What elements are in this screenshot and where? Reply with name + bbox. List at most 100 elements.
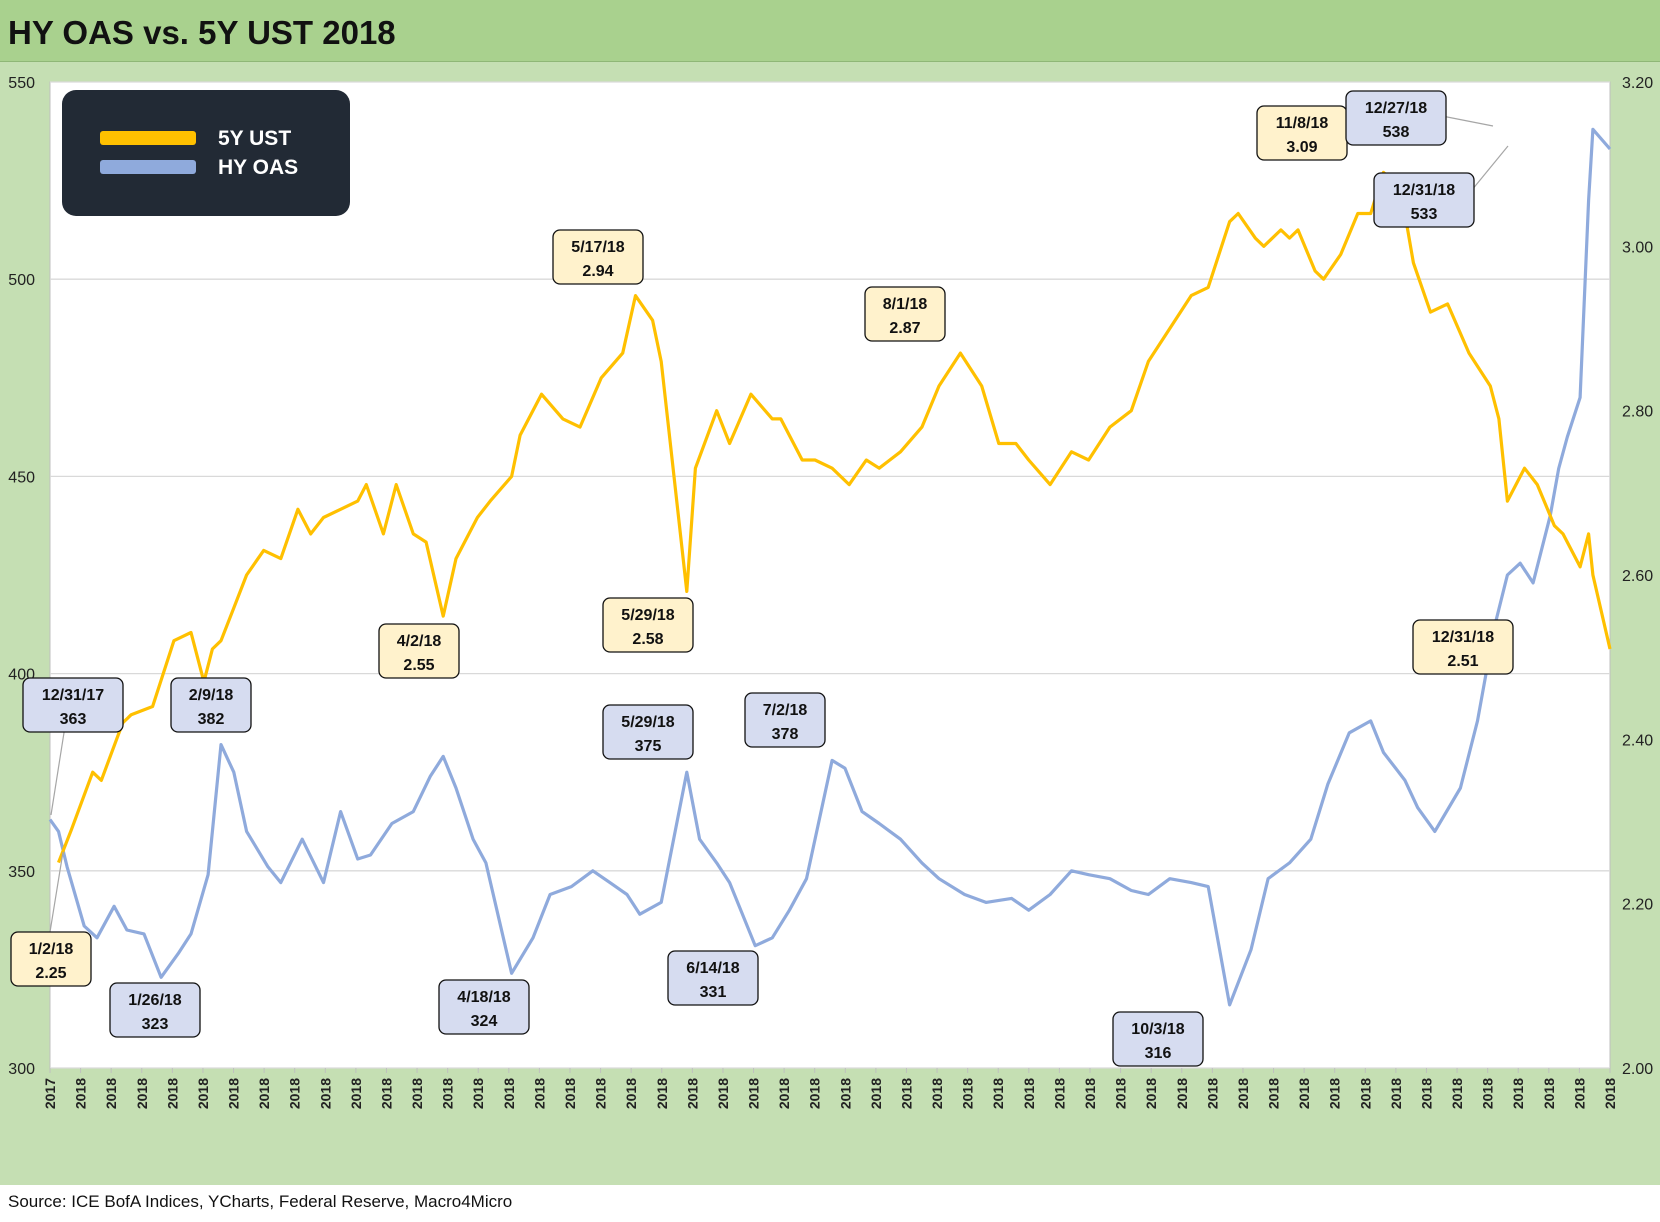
x-tick-label: 2018 xyxy=(623,1078,639,1109)
x-tick-label: 2018 xyxy=(348,1078,364,1109)
x-tick-label: 2018 xyxy=(256,1078,272,1109)
x-tick-label: 2018 xyxy=(501,1078,517,1109)
annotation-date: 7/2/18 xyxy=(763,702,808,719)
x-tick-label: 2018 xyxy=(929,1078,945,1109)
x-tick-label: 2018 xyxy=(562,1078,578,1109)
x-tick-label: 2018 xyxy=(654,1078,670,1109)
y-right-tick-label: 3.00 xyxy=(1622,239,1653,256)
annotation-value: 2.87 xyxy=(889,320,920,337)
annotation-date: 4/18/18 xyxy=(457,989,510,1006)
x-tick-label: 2018 xyxy=(1082,1078,1098,1109)
annotation-value: 533 xyxy=(1411,206,1438,223)
x-tick-label: 2018 xyxy=(715,1078,731,1109)
annotation-date: 10/3/18 xyxy=(1131,1021,1184,1038)
annotation-value: 316 xyxy=(1145,1045,1172,1062)
annotation-hy-oas: 10/3/18 316 xyxy=(1112,1011,1204,1067)
annotation-value: 378 xyxy=(772,726,799,743)
x-tick-label: 2018 xyxy=(807,1078,823,1109)
annotation-5y-ust: 8/1/18 2.87 xyxy=(864,286,946,342)
legend-swatch-hy-oas xyxy=(100,160,196,174)
legend-box xyxy=(62,90,350,216)
annotation-date: 1/26/18 xyxy=(128,992,181,1009)
annotation-date: 1/2/18 xyxy=(29,941,74,958)
x-tick-label: 2018 xyxy=(195,1078,211,1109)
x-tick-label: 2018 xyxy=(684,1078,700,1109)
annotation-date: 11/8/18 xyxy=(1276,115,1329,132)
annotation-hy-oas: 12/31/18 533 xyxy=(1373,172,1475,228)
annotation-date: 2/9/18 xyxy=(189,687,234,704)
x-tick-label: 2018 xyxy=(1174,1078,1190,1109)
annotation-box xyxy=(602,597,694,653)
annotation-box xyxy=(864,286,946,342)
x-tick-label: 2018 xyxy=(868,1078,884,1109)
x-tick-label: 2018 xyxy=(287,1078,303,1109)
y-right-tick-label: 2.00 xyxy=(1622,1061,1653,1078)
x-tick-label: 2018 xyxy=(470,1078,486,1109)
x-tick-label: 2018 xyxy=(593,1078,609,1109)
annotation-5y-ust: 1/2/18 2.25 xyxy=(10,931,92,987)
annotation-date: 12/31/18 xyxy=(1393,182,1455,199)
x-tick-label: 2018 xyxy=(1480,1078,1496,1109)
annotation-box xyxy=(22,677,124,733)
x-tick-label: 2018 xyxy=(776,1078,792,1109)
x-tick-label: 2018 xyxy=(134,1078,150,1109)
x-tick-label: 2017 xyxy=(42,1078,58,1109)
annotation-leader-line xyxy=(49,851,64,933)
annotation-date: 12/31/17 xyxy=(42,687,104,704)
series-line-hy-oas xyxy=(48,127,1612,1007)
annotation-date: 4/2/18 xyxy=(397,633,442,650)
x-tick-label: 2018 xyxy=(103,1078,119,1109)
annotation-value: 323 xyxy=(142,1016,169,1033)
line-chart: 3003504004505005502.002.202.402.602.803.… xyxy=(8,75,1653,1109)
y-right-tick-label: 3.20 xyxy=(1622,75,1653,92)
annotation-box xyxy=(552,229,644,285)
y-left-tick-label: 350 xyxy=(8,864,35,881)
annotation-hy-oas: 2/9/18 382 xyxy=(170,677,252,733)
annotation-date: 5/29/18 xyxy=(621,714,674,731)
x-tick-label: 2018 xyxy=(1051,1078,1067,1109)
annotation-box xyxy=(109,982,201,1038)
x-tick-label: 2018 xyxy=(898,1078,914,1109)
x-tick-label: 2018 xyxy=(1327,1078,1343,1109)
x-tick-label: 2018 xyxy=(1510,1078,1526,1109)
annotation-box xyxy=(378,623,460,679)
plot-area xyxy=(49,81,1611,1069)
x-tick-label: 2018 xyxy=(1449,1078,1465,1109)
x-tick-label: 2018 xyxy=(1357,1078,1373,1109)
y-right-tick-label: 2.40 xyxy=(1622,732,1653,749)
annotation-box xyxy=(1345,90,1447,146)
x-tick-label: 2018 xyxy=(317,1078,333,1109)
annotation-value: 2.58 xyxy=(632,631,663,648)
y-right-tick-label: 2.80 xyxy=(1622,404,1653,421)
x-tick-label: 2018 xyxy=(1235,1078,1251,1109)
x-tick-label: 2018 xyxy=(1602,1078,1618,1109)
x-tick-label: 2018 xyxy=(1541,1078,1557,1109)
y-left-tick-label: 500 xyxy=(8,272,35,289)
annotation-date: 12/31/18 xyxy=(1432,629,1494,646)
x-tick-label: 2018 xyxy=(440,1078,456,1109)
legend-label-5y-ust: 5Y UST xyxy=(218,127,291,150)
x-tick-label: 2018 xyxy=(1296,1078,1312,1109)
annotation-value: 2.25 xyxy=(35,965,66,982)
annotation-date: 6/14/18 xyxy=(686,960,739,977)
annotation-date: 5/29/18 xyxy=(621,607,674,624)
annotation-value: 363 xyxy=(60,711,87,728)
title-bar: HY OAS vs. 5Y UST 2018 xyxy=(0,0,1660,62)
x-tick-label: 2018 xyxy=(746,1078,762,1109)
x-tick-label: 2018 xyxy=(837,1078,853,1109)
annotation-box xyxy=(1112,1011,1204,1067)
annotation-5y-ust: 4/2/18 2.55 xyxy=(378,623,460,679)
y-right-tick-label: 2.60 xyxy=(1622,568,1653,585)
annotation-5y-ust: 5/17/18 2.94 xyxy=(552,229,644,285)
annotation-5y-ust: 5/29/18 2.58 xyxy=(602,597,694,653)
annotation-box xyxy=(438,979,530,1035)
annotation-hy-oas: 7/2/18 378 xyxy=(744,692,826,748)
source-bar xyxy=(0,1185,1660,1222)
annotation-5y-ust: 11/8/18 3.09 xyxy=(1256,105,1348,161)
y-left-tick-label: 300 xyxy=(8,1061,35,1078)
x-tick-label: 2018 xyxy=(1204,1078,1220,1109)
annotation-hy-oas: 12/31/17 363 xyxy=(22,677,124,733)
x-tick-label: 2018 xyxy=(1266,1078,1282,1109)
x-tick-label: 2018 xyxy=(960,1078,976,1109)
legend: 5Y UST HY OAS xyxy=(62,90,350,216)
